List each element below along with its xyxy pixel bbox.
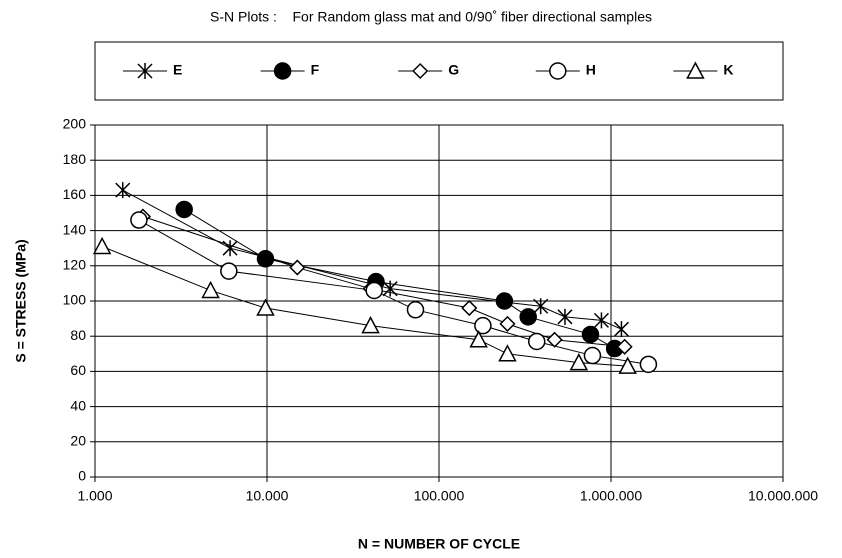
marker-asterisk [593, 312, 609, 329]
x-tick-label: 100.000 [414, 488, 465, 504]
marker-circle [130, 211, 148, 229]
marker-triangle [618, 356, 637, 374]
marker-triangle [201, 280, 220, 299]
marker-asterisk [222, 240, 238, 257]
y-axis-label: S = STRESS (MPa) [13, 239, 29, 362]
chart-title: S-N Plots : For Random glass mat and 0/9… [210, 9, 652, 25]
legend-label: H [586, 62, 596, 78]
marker-diamond [546, 331, 563, 348]
marker-diamond [289, 259, 306, 276]
marker-triangle [569, 353, 589, 371]
marker-triangle [686, 61, 705, 79]
x-axis-label: N = NUMBER OF CYCLE [358, 536, 520, 552]
marker-filled-circle [273, 62, 292, 80]
series-line [138, 219, 649, 365]
marker-diamond [412, 62, 429, 80]
y-tick-label: 20 [70, 433, 86, 449]
marker-asterisk [115, 182, 131, 199]
marker-circle [365, 281, 383, 300]
y-tick-label: 60 [70, 362, 86, 378]
marker-circle [406, 301, 425, 319]
marker-circle [474, 316, 492, 335]
marker-circle [527, 332, 546, 351]
marker-circle [220, 262, 238, 280]
marker-asterisk [613, 321, 629, 338]
marker-asterisk [533, 298, 549, 315]
marker-filled-circle [581, 325, 600, 344]
marker-asterisk [557, 308, 573, 325]
marker-diamond [499, 315, 516, 332]
y-tick-label: 100 [63, 292, 87, 308]
x-tick-label: 1.000 [77, 488, 112, 504]
marker-triangle [498, 344, 517, 362]
marker-triangle [361, 316, 380, 334]
legend-box [94, 41, 784, 101]
x-tick-label: 1.000.000 [580, 488, 642, 504]
marker-triangle [92, 236, 112, 255]
series-line [101, 245, 628, 367]
legend-label: E [173, 62, 182, 78]
legend-label: F [311, 62, 320, 78]
legend-label: G [448, 62, 459, 78]
y-tick-label: 120 [63, 257, 87, 273]
y-tick-label: 0 [78, 468, 86, 484]
marker-filled-circle [175, 200, 193, 219]
y-tick-label: 140 [63, 221, 87, 237]
x-tick-label: 10.000.000 [748, 488, 818, 504]
y-tick-label: 180 [63, 151, 87, 167]
marker-filled-circle [519, 308, 537, 326]
series-line [122, 189, 622, 330]
y-tick-label: 200 [63, 116, 87, 132]
marker-triangle [256, 298, 275, 316]
y-tick-label: 160 [63, 186, 87, 202]
marker-circle [583, 346, 602, 365]
marker-filled-circle [256, 250, 275, 268]
legend-label: K [723, 62, 733, 78]
marker-asterisk [382, 280, 398, 297]
marker-filled-circle [495, 292, 514, 310]
marker-circle [639, 355, 658, 374]
marker-diamond [616, 338, 633, 355]
marker-diamond [461, 299, 478, 317]
marker-circle [549, 62, 567, 80]
y-tick-label: 80 [70, 327, 86, 343]
y-tick-label: 40 [70, 397, 86, 413]
marker-triangle [469, 330, 488, 348]
marker-asterisk [137, 63, 153, 79]
x-tick-label: 10.000 [246, 488, 289, 504]
